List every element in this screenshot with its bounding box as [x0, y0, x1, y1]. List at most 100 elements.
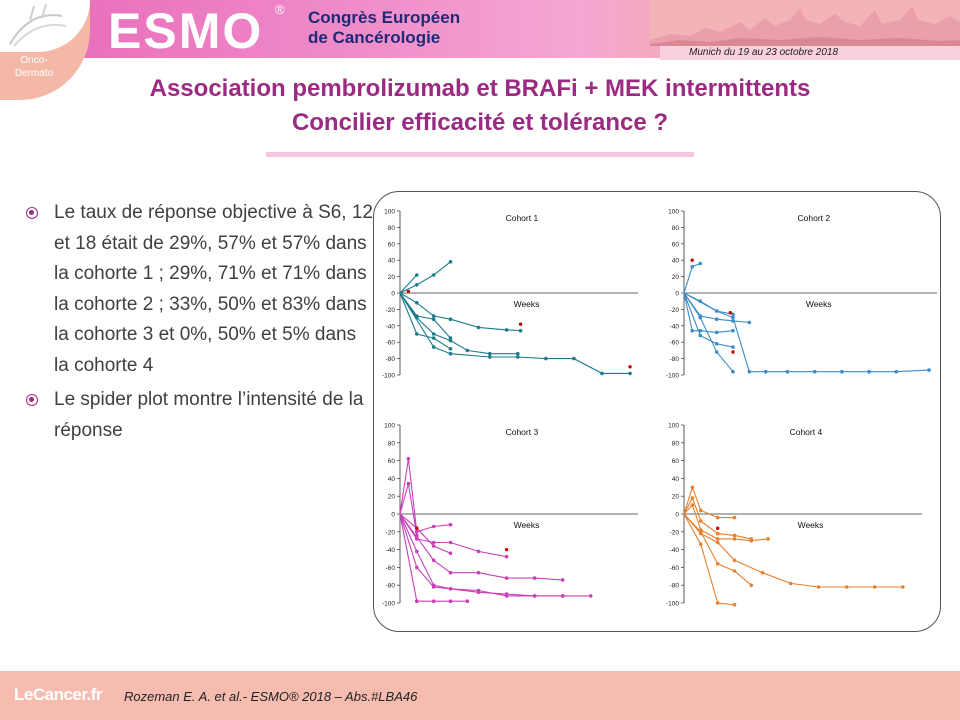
data-point [448, 317, 453, 321]
data-point [504, 554, 509, 559]
data-point [714, 342, 719, 346]
y-tick-label: 100 [384, 209, 395, 216]
new-lesion-marker [406, 289, 411, 294]
data-point [516, 351, 520, 356]
y-tick-label: -80 [386, 583, 396, 590]
data-point [448, 570, 453, 575]
onco-dermato-badge: Onco-Dermato [0, 0, 90, 100]
data-point [698, 261, 703, 266]
data-point [690, 265, 694, 269]
y-tick-label: -40 [386, 323, 396, 330]
y-tick-label: 100 [668, 209, 679, 216]
y-tick-label: 20 [672, 494, 680, 501]
y-tick-label: -40 [670, 323, 680, 330]
data-point [698, 333, 703, 338]
congress-line-1: Congrès Européen [308, 8, 461, 27]
y-tick-label: -100 [666, 373, 679, 380]
y-tick-label: 100 [668, 423, 679, 430]
data-point [732, 515, 737, 520]
new-lesion-marker [628, 365, 632, 369]
data-point [415, 599, 419, 603]
data-point [518, 328, 523, 333]
badge-top [0, 0, 90, 52]
y-tick-label: 80 [672, 440, 680, 447]
bullet-item: Le taux de réponse objective à S6, 12 et… [26, 198, 374, 381]
panel-title: Cohort 1 [506, 213, 539, 223]
spider-plot-figure: 100 80 60 40 20 0 -20 -40 -60 -80 -100 Cohort 1 Week… [373, 191, 941, 632]
city-skyline-image [650, 0, 960, 46]
y-tick-label: 80 [672, 225, 680, 232]
data-point [732, 603, 737, 607]
data-point [448, 551, 453, 555]
y-tick-label: -60 [386, 565, 396, 572]
spider-plots: 100 80 60 40 20 0 -20 -40 -60 -80 -100 Cohort 1 Week… [382, 209, 937, 608]
data-point [415, 549, 419, 554]
footer-bar: LeCancer.fr Rozeman E. A. et al.- ESMO® … [0, 671, 960, 720]
bullet-icon [26, 207, 38, 219]
y-tick-label: -80 [670, 356, 680, 363]
new-lesion-marker [716, 526, 720, 530]
data-point [488, 351, 492, 356]
series-line [399, 513, 451, 554]
data-point [747, 320, 752, 325]
series-line [399, 261, 451, 294]
data-point [516, 355, 520, 359]
data-point [448, 587, 453, 591]
data-point [749, 583, 754, 587]
data-point [732, 558, 737, 563]
bullet-list: Le taux de réponse objective à S6, 12 et… [26, 198, 374, 450]
y-tick-label: 0 [391, 512, 395, 519]
y-tick-label: -60 [386, 340, 396, 347]
y-tick-label: -80 [670, 583, 680, 590]
conference-banner: ESMO ® Congrès Européen de Cancérologie … [0, 0, 960, 60]
data-point [715, 601, 720, 605]
new-lesion-marker [518, 322, 523, 326]
data-point [415, 273, 419, 277]
data-point [406, 457, 411, 461]
series-line [399, 292, 521, 332]
data-point [872, 585, 877, 589]
data-point [448, 338, 453, 343]
data-point [901, 585, 905, 589]
data-point [431, 332, 436, 336]
y-tick-label: -20 [670, 529, 680, 536]
x-axis-label: Weeks [514, 520, 540, 530]
data-point [766, 537, 770, 541]
data-point [812, 369, 817, 374]
data-point [715, 531, 720, 536]
series-line [683, 513, 903, 588]
y-tick-label: 60 [388, 458, 396, 465]
data-point [731, 312, 735, 317]
series-line [683, 292, 734, 348]
data-point [698, 328, 703, 333]
data-point [690, 328, 694, 333]
data-point [690, 485, 695, 490]
lecancer-logo: LeCancer.fr [14, 685, 103, 704]
data-point [731, 328, 735, 333]
data-point [731, 345, 735, 349]
data-point [588, 594, 593, 598]
data-point [431, 345, 436, 349]
y-tick-label: -40 [670, 547, 680, 554]
panel-title: Cohort 2 [798, 213, 831, 223]
y-tick-label: -40 [386, 547, 396, 554]
data-point [415, 565, 419, 570]
data-point [431, 524, 436, 529]
y-tick-label: 40 [672, 258, 680, 265]
series-line [683, 496, 752, 540]
y-tick-label: 20 [388, 494, 396, 501]
data-point [788, 581, 793, 586]
data-point [448, 522, 453, 527]
data-point [785, 369, 790, 374]
data-point [715, 537, 720, 541]
title-underline [266, 152, 694, 157]
registered-mark: ® [275, 2, 285, 17]
bullet-text: Le spider plot montre l’intensité de la … [54, 389, 364, 441]
data-point [560, 578, 565, 582]
data-point [760, 570, 765, 575]
series-line [399, 292, 451, 350]
y-tick-label: 60 [388, 241, 396, 248]
badge-label: Onco-Dermato [14, 55, 54, 79]
data-point [732, 537, 737, 541]
y-tick-label: 80 [388, 440, 396, 447]
